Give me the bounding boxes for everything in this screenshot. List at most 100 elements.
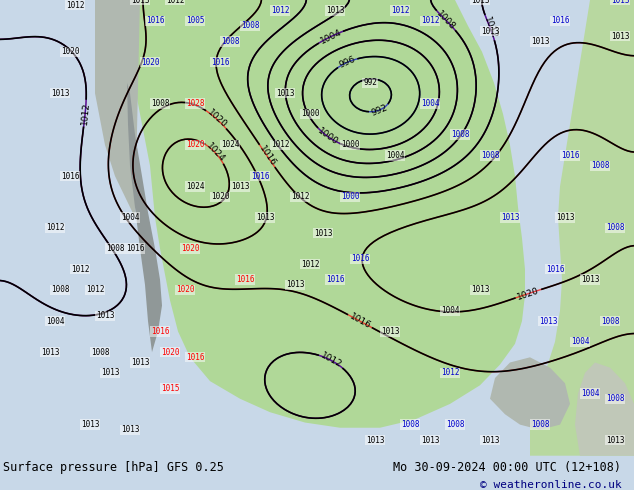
Text: 992: 992 — [363, 78, 377, 87]
Text: 1020: 1020 — [176, 286, 194, 294]
Text: 1008: 1008 — [481, 151, 499, 160]
Text: 1012: 1012 — [80, 101, 91, 125]
Text: © weatheronline.co.uk: © weatheronline.co.uk — [479, 480, 621, 490]
Text: 1016: 1016 — [146, 16, 164, 25]
Polygon shape — [130, 0, 525, 428]
Text: 1020: 1020 — [61, 47, 79, 56]
Text: 1012: 1012 — [271, 6, 289, 15]
Text: 1020: 1020 — [205, 108, 228, 130]
Text: 1013: 1013 — [471, 0, 489, 4]
Text: 1016: 1016 — [186, 353, 204, 362]
Text: 1013: 1013 — [131, 0, 149, 4]
Text: 1020: 1020 — [181, 244, 199, 253]
Text: 1015: 1015 — [161, 384, 179, 393]
Text: 1013: 1013 — [366, 436, 384, 444]
Text: 1013: 1013 — [51, 89, 69, 98]
Text: 1016: 1016 — [151, 327, 169, 336]
Text: 1008: 1008 — [451, 130, 469, 139]
Text: 1013: 1013 — [96, 311, 114, 320]
Text: 1008: 1008 — [601, 317, 619, 325]
Text: 1012: 1012 — [271, 141, 289, 149]
Text: 1008: 1008 — [446, 420, 464, 429]
Polygon shape — [575, 363, 634, 456]
Text: 1013: 1013 — [581, 275, 599, 284]
Text: 1004: 1004 — [120, 213, 139, 222]
Text: 1013: 1013 — [326, 6, 344, 15]
Text: 1008: 1008 — [151, 99, 169, 108]
Text: 1013: 1013 — [286, 280, 304, 289]
Text: 1013: 1013 — [381, 327, 399, 336]
Polygon shape — [127, 83, 162, 352]
Text: 1016: 1016 — [546, 265, 564, 274]
Text: 1012: 1012 — [482, 15, 498, 40]
Text: 1008: 1008 — [435, 9, 457, 32]
Text: 1016: 1016 — [347, 312, 372, 331]
Text: 1008: 1008 — [106, 244, 124, 253]
Text: 1012: 1012 — [319, 351, 344, 370]
Text: 1012: 1012 — [46, 223, 64, 232]
Text: 1012: 1012 — [165, 0, 184, 4]
Text: 1012: 1012 — [291, 192, 309, 201]
Text: 1004: 1004 — [46, 317, 64, 325]
Text: 1020: 1020 — [186, 141, 204, 149]
Text: 1013: 1013 — [539, 317, 557, 325]
Text: 1000: 1000 — [301, 109, 320, 119]
Text: 1004: 1004 — [318, 27, 343, 46]
Text: 1008: 1008 — [605, 223, 624, 232]
Text: 1016: 1016 — [257, 144, 277, 168]
Text: 1008: 1008 — [221, 37, 239, 46]
Text: 1004: 1004 — [571, 337, 589, 346]
Text: 1008: 1008 — [401, 420, 419, 429]
Text: 1016: 1016 — [560, 151, 579, 160]
Text: 1016: 1016 — [351, 254, 369, 264]
Text: 1013: 1013 — [605, 436, 624, 444]
Text: 1013: 1013 — [131, 358, 149, 367]
Text: 1012: 1012 — [86, 286, 104, 294]
Text: 1004: 1004 — [441, 306, 459, 315]
Text: 1013: 1013 — [81, 420, 100, 429]
Text: 996: 996 — [337, 55, 357, 70]
Text: 1004: 1004 — [385, 151, 404, 160]
Text: 1008: 1008 — [51, 286, 69, 294]
Text: 1016: 1016 — [210, 58, 230, 67]
Text: 1016: 1016 — [236, 275, 254, 284]
Text: 1004: 1004 — [421, 99, 439, 108]
Text: 1016: 1016 — [326, 275, 344, 284]
Text: 992: 992 — [370, 103, 389, 118]
Text: 1024: 1024 — [186, 182, 204, 191]
Text: 1013: 1013 — [256, 213, 275, 222]
Text: 1020: 1020 — [161, 347, 179, 357]
Text: 1013: 1013 — [531, 37, 549, 46]
Text: 1012: 1012 — [71, 265, 89, 274]
Text: 1008: 1008 — [605, 394, 624, 403]
Text: 1024: 1024 — [221, 141, 239, 149]
Text: Surface pressure [hPa] GFS 0.25: Surface pressure [hPa] GFS 0.25 — [3, 461, 224, 474]
Text: 1008: 1008 — [591, 161, 609, 170]
Text: 1013: 1013 — [556, 213, 574, 222]
Text: 1000: 1000 — [340, 141, 359, 149]
Text: 1020: 1020 — [141, 58, 159, 67]
Text: 1020: 1020 — [516, 286, 541, 301]
Polygon shape — [95, 0, 140, 218]
Text: 1013: 1013 — [421, 436, 439, 444]
Text: 1013: 1013 — [501, 213, 519, 222]
Text: Mo 30-09-2024 00:00 UTC (12+108): Mo 30-09-2024 00:00 UTC (12+108) — [393, 461, 621, 474]
Text: 1016: 1016 — [126, 244, 145, 253]
Text: 1013: 1013 — [611, 32, 630, 41]
Text: 1012: 1012 — [391, 6, 410, 15]
Text: 1013: 1013 — [481, 26, 499, 36]
Text: 1013: 1013 — [231, 182, 249, 191]
Text: 1013: 1013 — [471, 286, 489, 294]
Text: 1013: 1013 — [41, 347, 59, 357]
Polygon shape — [490, 357, 570, 430]
Text: 1000: 1000 — [340, 192, 359, 201]
Text: 1008: 1008 — [241, 22, 259, 30]
Text: 1005: 1005 — [186, 16, 204, 25]
Text: 1013: 1013 — [611, 0, 630, 4]
Text: 1016: 1016 — [61, 172, 79, 181]
Text: 1013: 1013 — [276, 89, 294, 98]
Text: 1024: 1024 — [204, 142, 226, 164]
Text: 1013: 1013 — [314, 228, 332, 238]
Text: 1020: 1020 — [210, 192, 230, 201]
Text: 1012: 1012 — [421, 16, 439, 25]
